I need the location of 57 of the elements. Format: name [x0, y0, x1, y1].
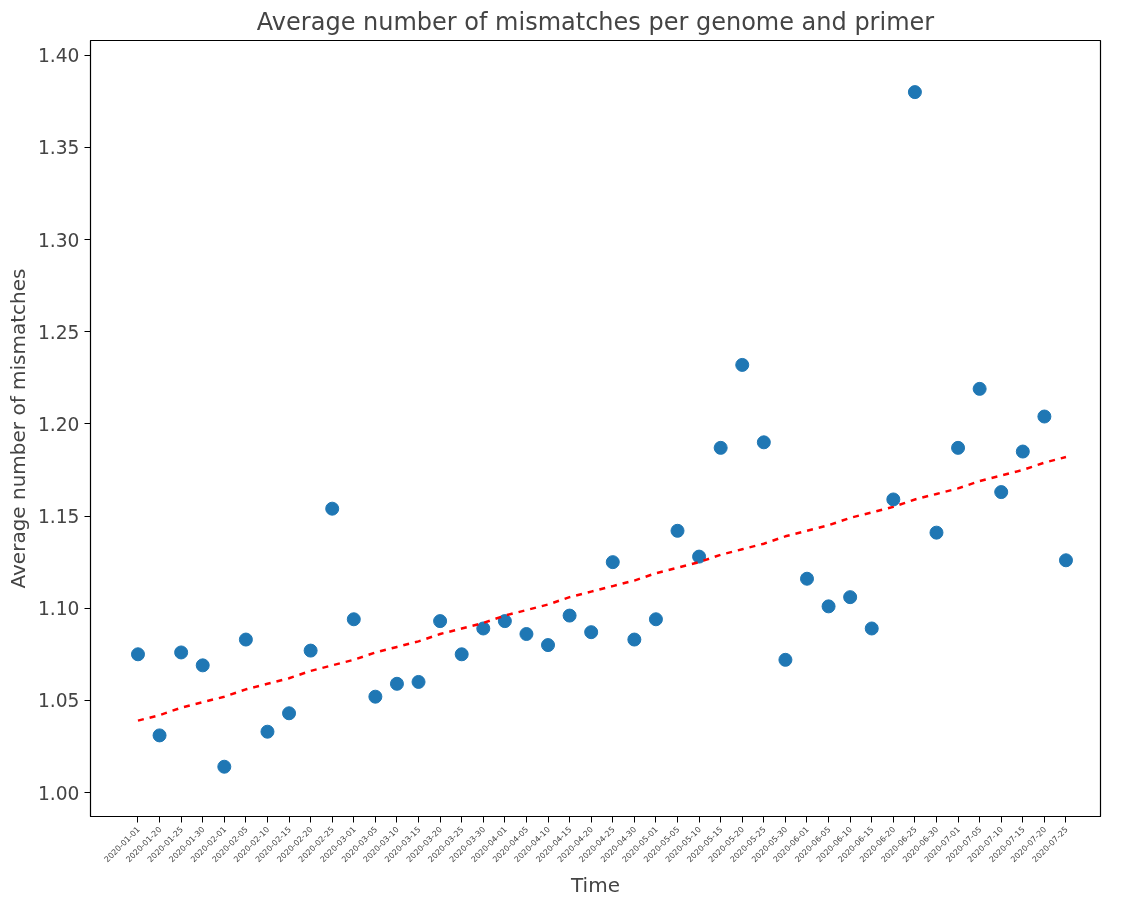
point [735, 357, 750, 372]
point [670, 523, 685, 538]
point [627, 632, 642, 647]
y-tick-label: 1.00 [37, 782, 80, 804]
point [562, 608, 577, 623]
point [368, 689, 383, 704]
point [433, 614, 448, 629]
point [238, 632, 253, 647]
point [800, 571, 814, 586]
point [1058, 553, 1073, 568]
point [584, 625, 599, 640]
point [195, 658, 210, 673]
line-series [136, 455, 1068, 722]
point [648, 612, 663, 627]
y-tick-label: 1.10 [37, 598, 80, 620]
point [217, 759, 232, 774]
y-tick-label: 1.05 [37, 690, 80, 712]
point [346, 612, 361, 627]
y-tick-label: 1.30 [37, 229, 80, 251]
point [843, 590, 858, 605]
point [907, 85, 922, 100]
point [886, 492, 901, 507]
point [152, 728, 167, 743]
point [411, 674, 426, 689]
point [1015, 444, 1030, 459]
point [519, 627, 534, 642]
point [605, 555, 620, 570]
point [1037, 409, 1052, 424]
point [476, 621, 491, 636]
y-tick-label: 1.15 [37, 506, 80, 528]
point [541, 638, 556, 653]
point [821, 599, 836, 614]
y-tick-label: 1.25 [37, 321, 80, 343]
point [454, 647, 469, 662]
y-tick-label: 1.35 [37, 137, 80, 159]
chart-title: Average number of mismatches per genome and primer [256, 7, 935, 36]
point [174, 645, 189, 660]
y-tick-label: 1.20 [37, 413, 80, 435]
point [778, 652, 793, 667]
point [130, 647, 145, 662]
point [929, 525, 944, 540]
point [864, 621, 879, 636]
point [325, 501, 340, 516]
y-axis-title: Average number of mismatches [5, 268, 30, 589]
point [260, 724, 275, 739]
point [497, 614, 512, 629]
y-tick-label: 1.40 [37, 45, 80, 67]
point [303, 643, 318, 658]
point [994, 485, 1009, 500]
point [972, 381, 987, 396]
x-axis-title: Time [570, 873, 620, 898]
point [713, 440, 728, 455]
point [389, 676, 404, 691]
point [756, 435, 771, 450]
point [282, 706, 297, 721]
point [692, 549, 707, 564]
point [951, 440, 966, 455]
